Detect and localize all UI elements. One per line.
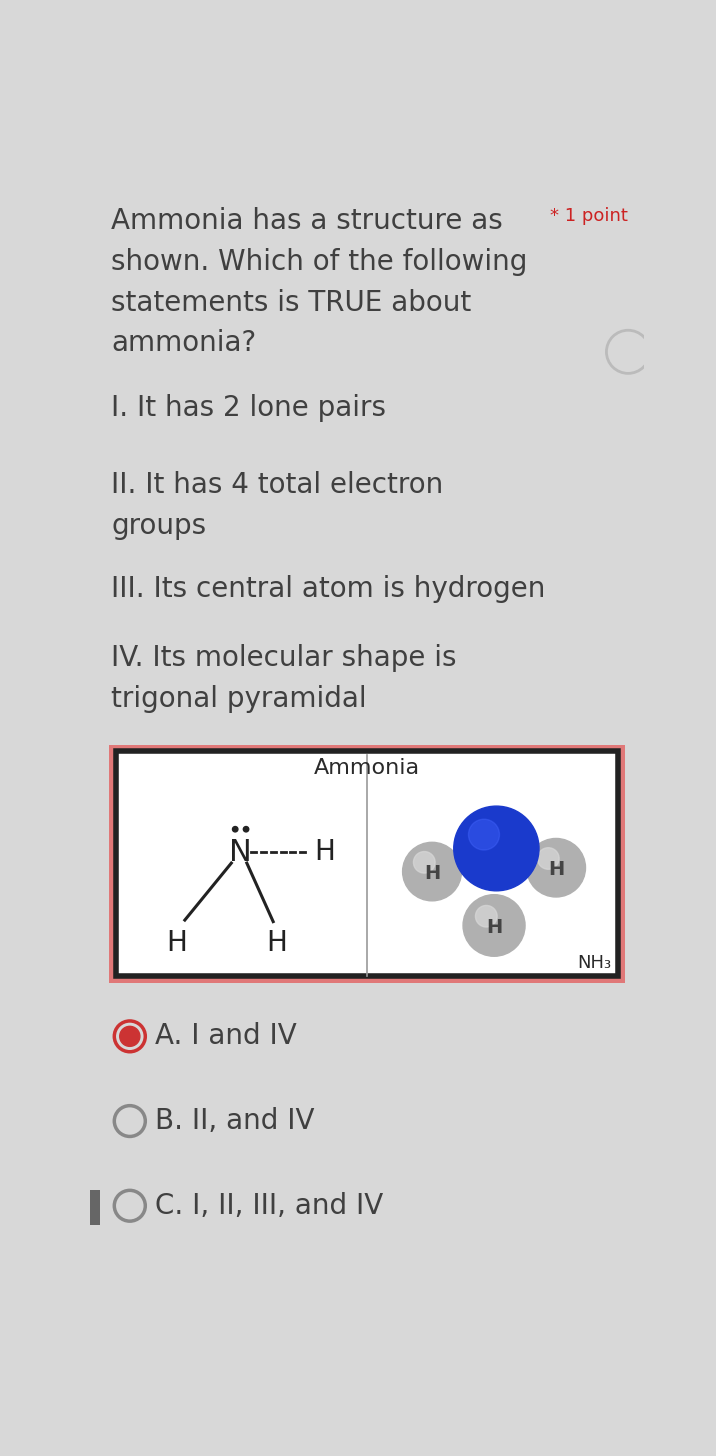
Circle shape	[402, 843, 462, 901]
Text: H: H	[167, 929, 188, 958]
Text: statements is TRUE about: statements is TRUE about	[111, 288, 471, 317]
FancyBboxPatch shape	[116, 751, 618, 977]
Circle shape	[454, 807, 539, 891]
Circle shape	[468, 820, 500, 850]
Text: NH₃: NH₃	[577, 955, 611, 973]
Circle shape	[233, 827, 238, 831]
Circle shape	[475, 906, 497, 927]
Circle shape	[243, 827, 248, 831]
Text: N: N	[229, 837, 252, 866]
FancyBboxPatch shape	[109, 744, 625, 983]
Circle shape	[463, 894, 525, 957]
Text: trigonal pyramidal: trigonal pyramidal	[111, 686, 367, 713]
Text: C. I, II, III, and IV: C. I, II, III, and IV	[155, 1192, 383, 1220]
Text: * 1 point: * 1 point	[551, 207, 628, 226]
Circle shape	[413, 852, 435, 874]
Text: III. Its central atom is hydrogen: III. Its central atom is hydrogen	[111, 575, 546, 603]
Text: IV. Its molecular shape is: IV. Its molecular shape is	[111, 645, 457, 673]
Text: I. It has 2 lone pairs: I. It has 2 lone pairs	[111, 395, 386, 422]
Circle shape	[120, 1026, 140, 1047]
Text: groups: groups	[111, 513, 206, 540]
Text: H: H	[548, 859, 564, 879]
Text: H: H	[266, 929, 286, 958]
Text: B. II, and IV: B. II, and IV	[155, 1107, 314, 1136]
Text: A. I and IV: A. I and IV	[155, 1022, 296, 1050]
Text: H: H	[486, 917, 502, 936]
Text: ammonia?: ammonia?	[111, 329, 256, 358]
Text: H: H	[424, 863, 440, 882]
Text: shown. Which of the following: shown. Which of the following	[111, 248, 528, 275]
Circle shape	[526, 839, 586, 897]
Text: II. It has 4 total electron: II. It has 4 total electron	[111, 472, 443, 499]
Text: H: H	[314, 839, 335, 866]
FancyBboxPatch shape	[90, 1190, 100, 1224]
Text: Ammonia has a structure as: Ammonia has a structure as	[111, 207, 503, 234]
Text: Ammonia: Ammonia	[314, 759, 420, 779]
Circle shape	[538, 847, 559, 869]
